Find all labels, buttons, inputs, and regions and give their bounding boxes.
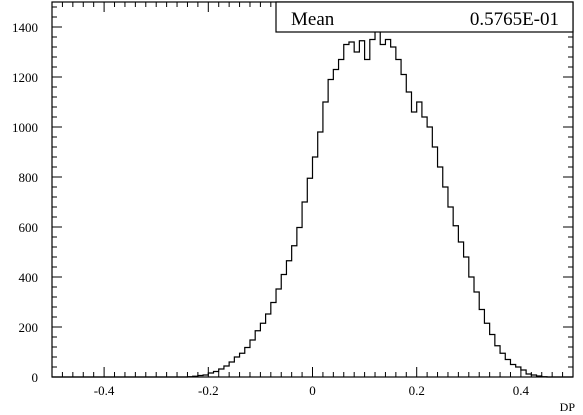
x-tick-label: 0.4 (513, 383, 530, 398)
y-tick-label: 400 (19, 270, 39, 285)
x-tick-label: -0.4 (94, 383, 115, 398)
y-tick-label: 200 (19, 320, 39, 335)
x-axis-label: DP (560, 400, 576, 414)
stats-box: Mean 0.5765E-01 (275, 1, 574, 33)
y-tick-label: 1200 (12, 70, 38, 85)
stats-box-border (275, 1, 574, 33)
x-tick-label: -0.2 (198, 383, 219, 398)
y-axis-ticks: 0 200 400 600 800 1000 1200 1400 (12, 6, 573, 385)
histogram-outline (52, 26, 573, 378)
stats-mean-label: Mean (291, 9, 335, 30)
y-tick-label: 800 (19, 170, 39, 185)
y-tick-label: 0 (32, 370, 39, 385)
x-tick-label: 0 (309, 383, 316, 398)
y-tick-label: 1400 (12, 20, 38, 35)
plot-frame (51, 1, 574, 378)
x-tick-label: 0.2 (409, 383, 425, 398)
stats-mean-value: 0.5765E-01 (470, 9, 559, 30)
y-tick-label: 600 (19, 220, 39, 235)
y-tick-label: 1000 (12, 120, 38, 135)
